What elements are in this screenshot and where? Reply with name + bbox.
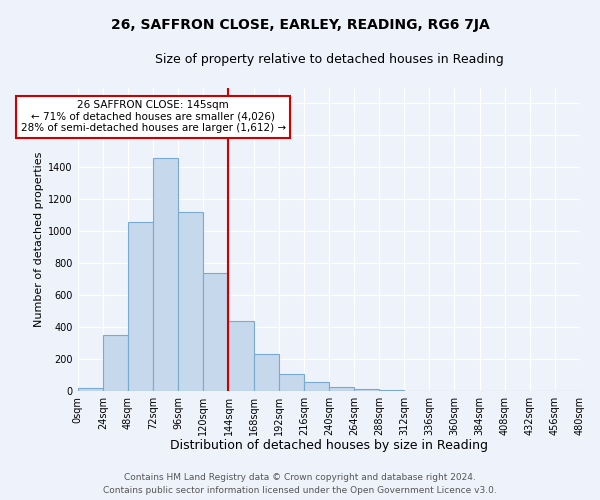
Bar [153, 158, 178, 391]
Bar [203, 273, 229, 391]
Title: Size of property relative to detached houses in Reading: Size of property relative to detached ho… [155, 52, 503, 66]
Bar [78, 388, 103, 391]
X-axis label: Distribution of detached houses by size in Reading: Distribution of detached houses by size … [170, 440, 488, 452]
Bar [128, 222, 153, 391]
Text: 26 SAFFRON CLOSE: 145sqm
← 71% of detached houses are smaller (4,026)
28% of sem: 26 SAFFRON CLOSE: 145sqm ← 71% of detach… [20, 100, 286, 134]
Y-axis label: Number of detached properties: Number of detached properties [34, 152, 44, 327]
Bar [278, 374, 304, 391]
Bar [329, 387, 354, 391]
Bar [379, 390, 404, 391]
Text: Contains HM Land Registry data © Crown copyright and database right 2024.
Contai: Contains HM Land Registry data © Crown c… [103, 474, 497, 495]
Bar [178, 212, 203, 391]
Bar [229, 321, 254, 391]
Bar [304, 382, 329, 391]
Bar [354, 389, 379, 391]
Text: 26, SAFFRON CLOSE, EARLEY, READING, RG6 7JA: 26, SAFFRON CLOSE, EARLEY, READING, RG6 … [110, 18, 490, 32]
Bar [254, 354, 278, 391]
Bar [103, 336, 128, 391]
